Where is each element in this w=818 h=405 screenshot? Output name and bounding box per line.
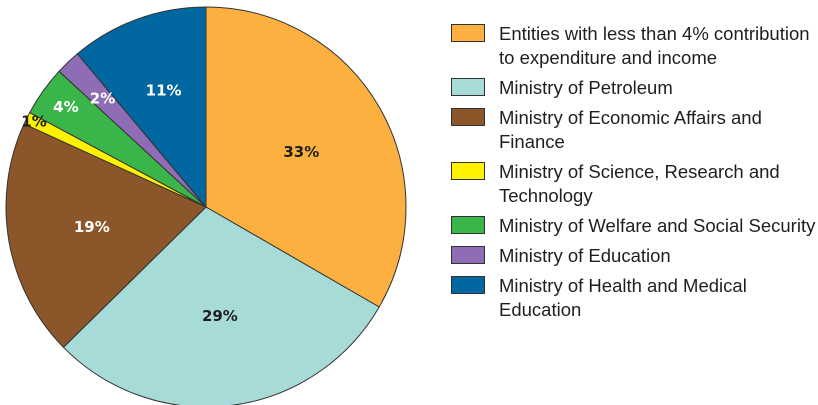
legend-item-1: Ministry of Petroleum	[451, 76, 818, 100]
legend-swatch-5	[451, 246, 485, 264]
pie-label-2: 19%	[74, 218, 110, 236]
pie-slice-2	[5, 123, 207, 348]
legend-label-5: Ministry of Education	[499, 245, 671, 266]
pie-slice-1	[62, 206, 380, 405]
legend-item-5: Ministry of Education	[451, 244, 818, 268]
pie-slice-0	[205, 6, 407, 308]
legend-swatch-0	[451, 24, 485, 42]
legend-label-6: Ministry of Health and Medical Education	[499, 275, 747, 320]
legend-swatch-4	[451, 216, 485, 234]
pie-label-6: 11%	[146, 82, 182, 100]
pie-labels: 33% 29% 19% 1% 4% 2% 11%	[21, 82, 319, 326]
pie-label-4: 4%	[53, 98, 78, 116]
legend-label-0: Entities with less than 4% contribution …	[499, 23, 810, 68]
legend-label-2: Ministry of Economic Affairs and Finance	[499, 107, 762, 152]
legend-swatch-1	[451, 78, 485, 96]
legend-swatch-2	[451, 108, 485, 126]
pie-label-0: 33%	[283, 143, 319, 161]
pie-slice-6	[76, 6, 207, 209]
legend-item-6: Ministry of Health and Medical Education	[451, 274, 818, 322]
legend-swatch-3	[451, 162, 485, 180]
pie-label-3: 1%	[21, 113, 46, 131]
legend-item-4: Ministry of Welfare and Social Security	[451, 214, 818, 238]
legend-item-0: Entities with less than 4% contribution …	[451, 22, 818, 70]
pie-label-5: 2%	[90, 89, 115, 107]
pie-slices	[5, 6, 407, 405]
legend: Entities with less than 4% contribution …	[451, 22, 818, 328]
legend-label-3: Ministry of Science, Research and Techno…	[499, 161, 780, 206]
legend-swatch-6	[451, 276, 485, 294]
pie-chart: 33% 29% 19% 1% 4% 2% 11%	[5, 6, 407, 405]
legend-label-1: Ministry of Petroleum	[499, 77, 673, 98]
legend-item-3: Ministry of Science, Research and Techno…	[451, 160, 818, 208]
legend-item-2: Ministry of Economic Affairs and Finance	[451, 106, 818, 154]
pie-label-1: 29%	[202, 307, 238, 325]
legend-label-4: Ministry of Welfare and Social Security	[499, 215, 816, 236]
